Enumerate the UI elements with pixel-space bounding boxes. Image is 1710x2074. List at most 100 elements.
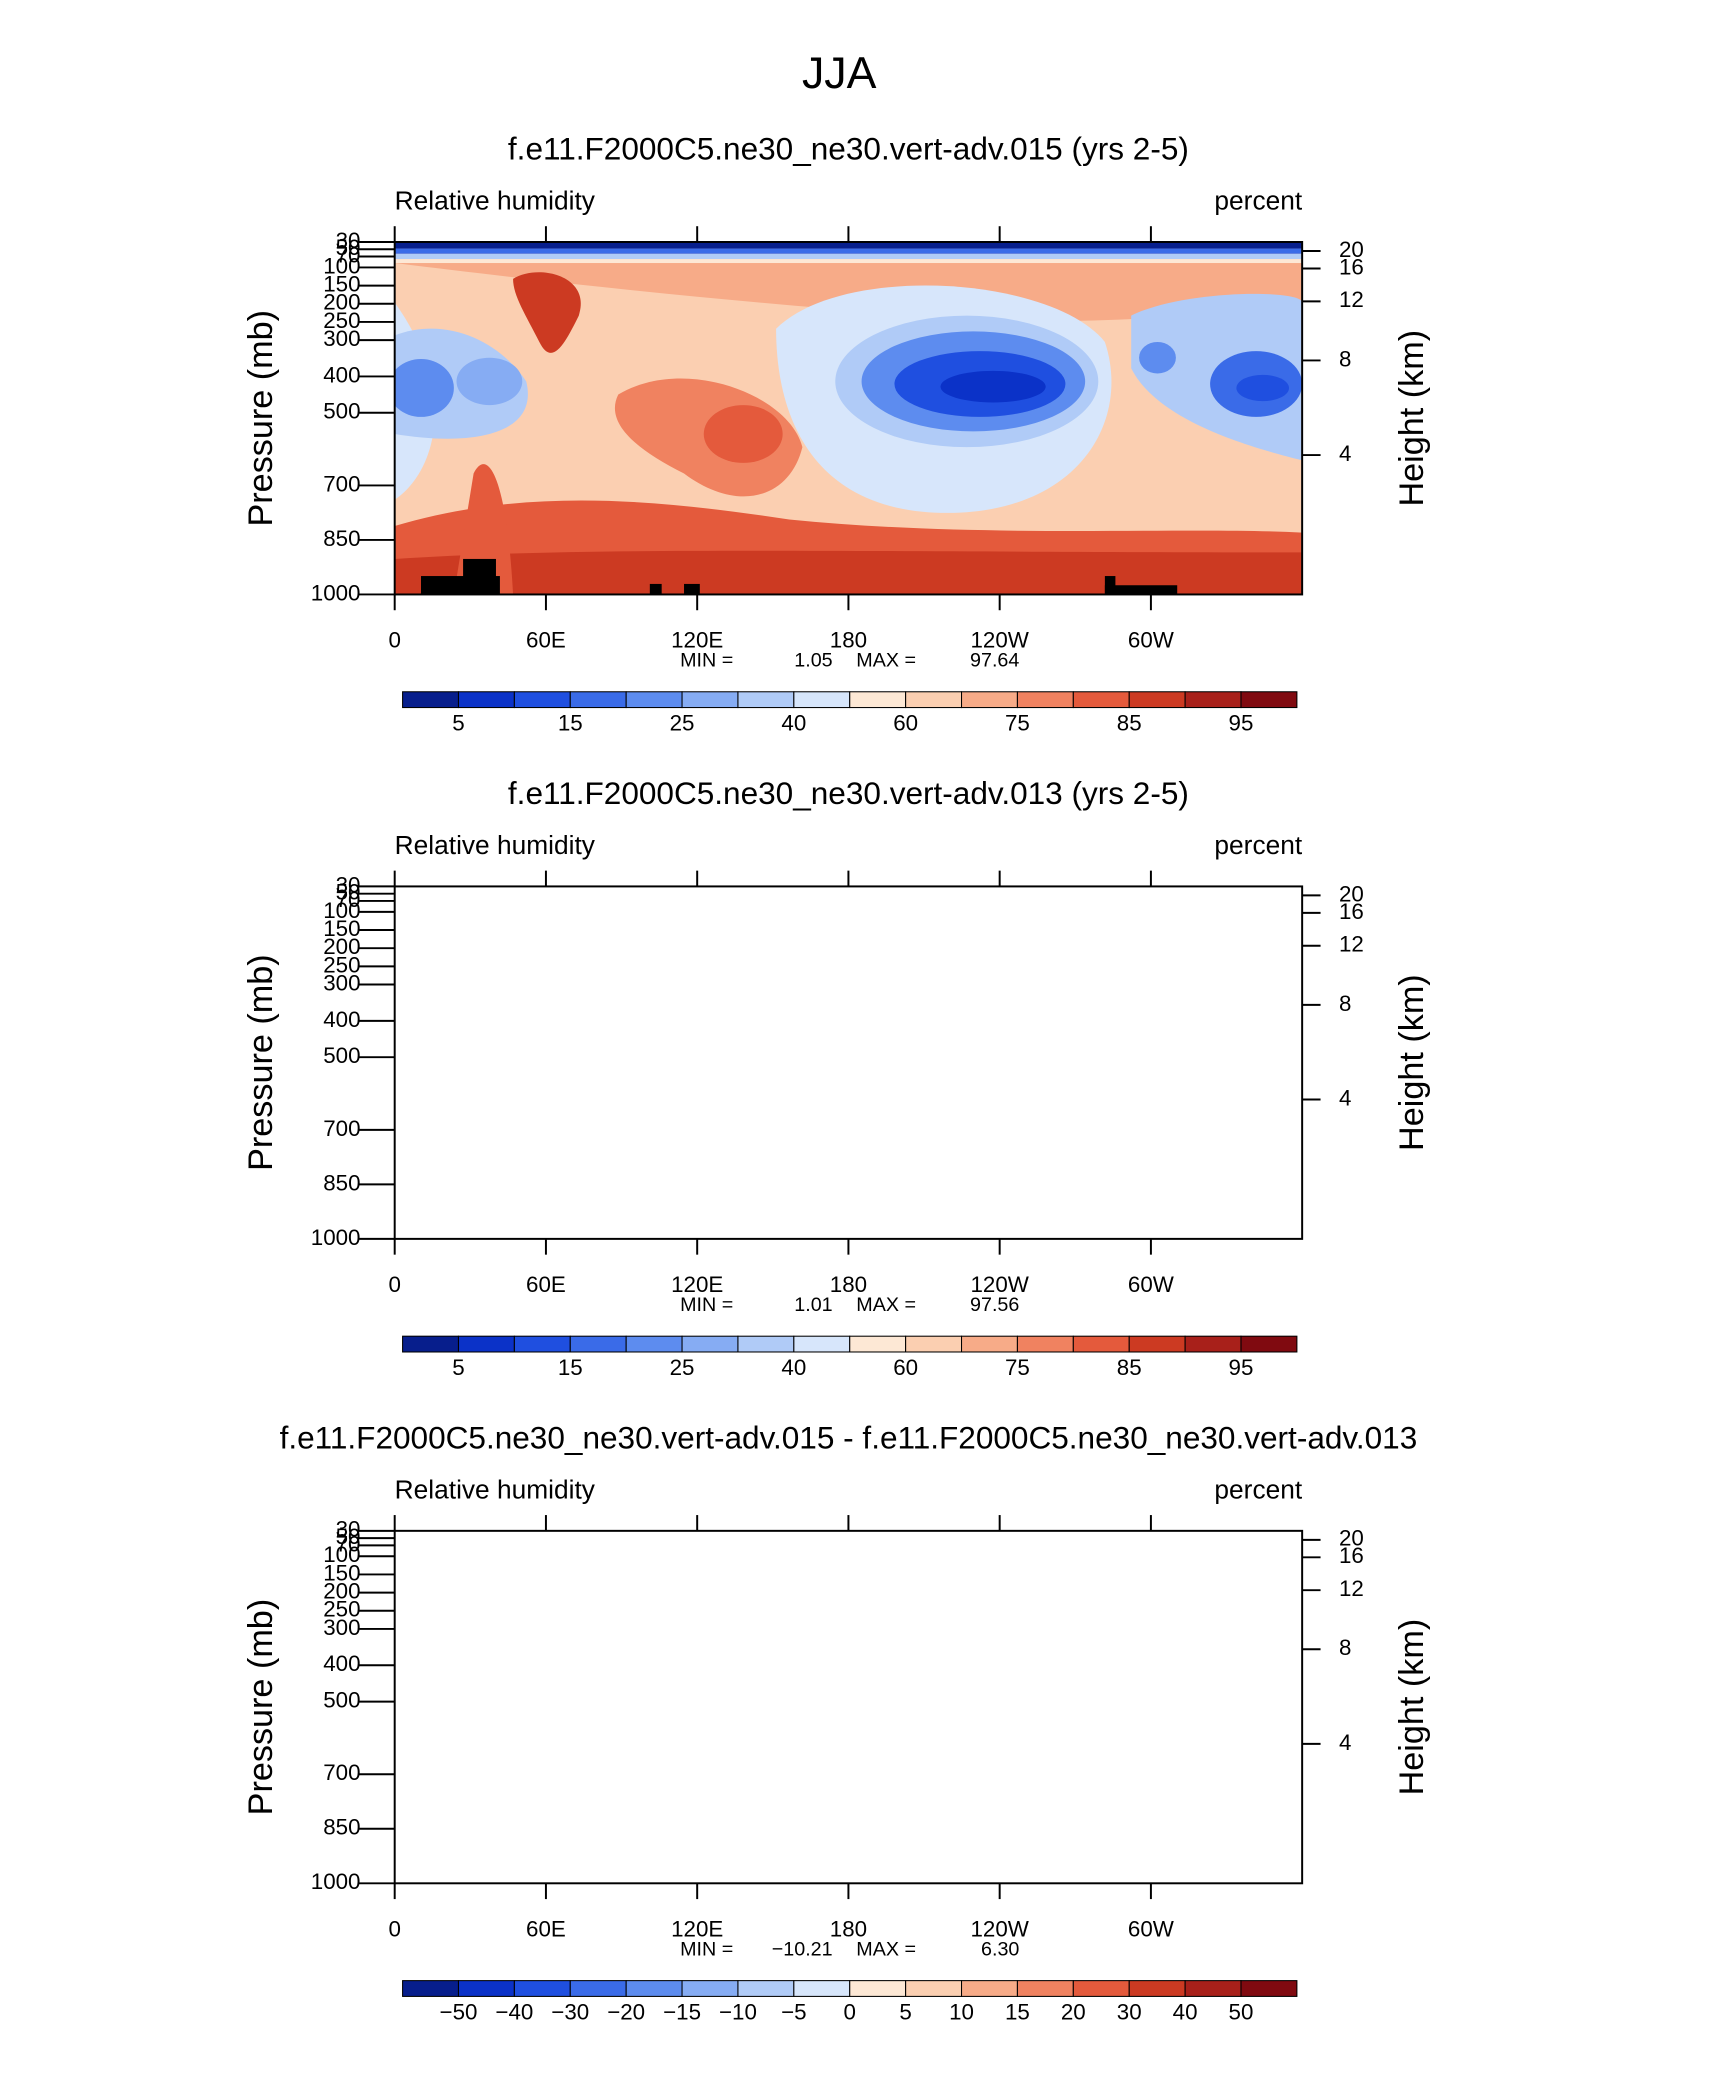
max-value: 97.64	[970, 650, 1019, 672]
contour-fill	[457, 1002, 523, 1049]
contour-fill	[1052, 1573, 1289, 1716]
y-tick-label: 850	[323, 1170, 360, 1195]
panel-title: f.e11.F2000C5.ne30_ne30.vert-adv.015 (yr…	[508, 131, 1189, 167]
plot-frame	[393, 885, 1304, 1240]
colorbar-label: 50	[1229, 1999, 1254, 2024]
x-tick-label: 60W	[1128, 628, 1175, 653]
contour-fill	[395, 1145, 1302, 1239]
x-tick-label: 120W	[970, 1917, 1029, 1942]
colorbar-box	[793, 1335, 851, 1353]
max-value: 97.56	[970, 1294, 1019, 1316]
contour-fill	[1113, 1633, 1145, 1654]
contour-fill	[395, 886, 1302, 893]
max-label: MAX =	[856, 650, 916, 672]
contour-fill	[395, 947, 435, 1144]
y-tick-label: 850	[323, 1815, 360, 1840]
contour-fill	[1131, 938, 1302, 1104]
x-tick-label: 0	[388, 628, 400, 653]
y2-tick-label: 4	[1339, 1085, 1351, 1110]
colorbar-box	[737, 1335, 795, 1353]
y-tick-label: 400	[323, 1651, 360, 1676]
colorbar-box	[681, 691, 739, 709]
contour-fill	[513, 272, 581, 353]
contour-fill	[395, 904, 1302, 908]
plot-frame	[393, 1529, 1304, 1885]
colorbar-box	[1016, 1980, 1074, 1997]
y2-tick-label: 12	[1339, 287, 1364, 312]
colorbar-box	[625, 691, 683, 709]
terrain	[649, 583, 662, 595]
colorbar-label: −5	[781, 1999, 806, 2024]
contour-fill	[1139, 341, 1176, 374]
contour-fill	[394, 359, 454, 417]
colorbar-box	[849, 1335, 907, 1353]
x-tick-label: 180	[830, 1917, 867, 1942]
colorbar-box	[569, 691, 627, 709]
colorbar-label: 5	[452, 1355, 464, 1380]
terrain	[421, 1220, 500, 1238]
y-tick-label: 150	[323, 271, 360, 296]
colorbar-label: −15	[663, 1999, 701, 2024]
colorbar-box	[1072, 691, 1130, 709]
y2-tick-label: 20	[1339, 881, 1364, 906]
colorbar-label: 25	[670, 1355, 695, 1380]
contour-fill	[776, 930, 1111, 1157]
y2-tick-label: 16	[1339, 899, 1364, 924]
colorbar-label: 85	[1117, 711, 1142, 736]
contour-fill	[513, 917, 581, 998]
y-tick-label: 500	[323, 1043, 360, 1068]
contour-field	[395, 1531, 1302, 1883]
x-tick-label: 120E	[671, 1272, 723, 1297]
colorbar-box	[737, 691, 795, 709]
colorbar-label: 40	[1173, 1999, 1198, 2024]
colorbar-box	[625, 1335, 683, 1353]
contour-fill	[894, 996, 1065, 1062]
contour-fill	[394, 253, 1303, 260]
colorbar-label: 60	[893, 1355, 918, 1380]
colorbar-label: 40	[781, 711, 806, 736]
contour-fill	[658, 1578, 711, 1599]
y-tick-label: 1000	[311, 1869, 361, 1894]
subtitle-left: Relative humidity	[395, 830, 596, 860]
contour-fill	[395, 898, 1302, 903]
min-label: MIN =	[680, 1939, 733, 1961]
contour-fill	[395, 886, 1302, 1238]
colorbar-label: 95	[1229, 1355, 1254, 1380]
terrain	[1105, 1220, 1116, 1238]
contour-fill	[456, 357, 523, 406]
contour-fill	[388, 1003, 454, 1061]
colorbar-box	[961, 1335, 1018, 1353]
subtitle-right: percent	[1214, 830, 1302, 860]
colorbar-box	[1184, 1980, 1242, 1997]
colorbar-label: 20	[1061, 1999, 1086, 2024]
y-tick-label: 500	[323, 399, 360, 424]
colorbar-box	[1128, 1980, 1186, 1997]
y-axis-label: Pressure (mb)	[242, 1599, 280, 1816]
y-tick-label: 50	[336, 1524, 361, 1549]
terrain	[421, 1865, 500, 1883]
y2-tick-label: 12	[1339, 932, 1364, 957]
terrain	[684, 1228, 700, 1239]
colorbar-box	[1128, 691, 1186, 709]
colorbar-box	[1240, 1335, 1298, 1353]
colorbar-box	[1184, 691, 1242, 709]
y-tick-label: 300	[323, 1615, 360, 1640]
colorbar-box	[457, 1335, 515, 1353]
y-tick-label: 150	[323, 1560, 360, 1585]
y2-axis-label: Height (km)	[1393, 330, 1431, 507]
x-tick-label: 60E	[526, 628, 566, 653]
y-tick-label: 200	[323, 290, 360, 315]
y-tick-label: 50	[336, 880, 361, 905]
terrain	[1105, 1230, 1177, 1239]
colorbar-label: −10	[719, 1999, 757, 2024]
y-tick-label: 300	[323, 326, 360, 351]
y2-axis-label: Height (km)	[1393, 1619, 1431, 1796]
colorbar-label: 75	[1005, 711, 1030, 736]
contour-fill	[395, 1531, 1302, 1549]
y-tick-label: 70	[336, 242, 361, 267]
contour-fill	[862, 976, 1086, 1076]
colorbar-box	[681, 1980, 739, 1997]
colorbar-label: 5	[452, 711, 464, 736]
contour-field	[388, 886, 1302, 1238]
y-tick-label: 1000	[311, 580, 361, 605]
